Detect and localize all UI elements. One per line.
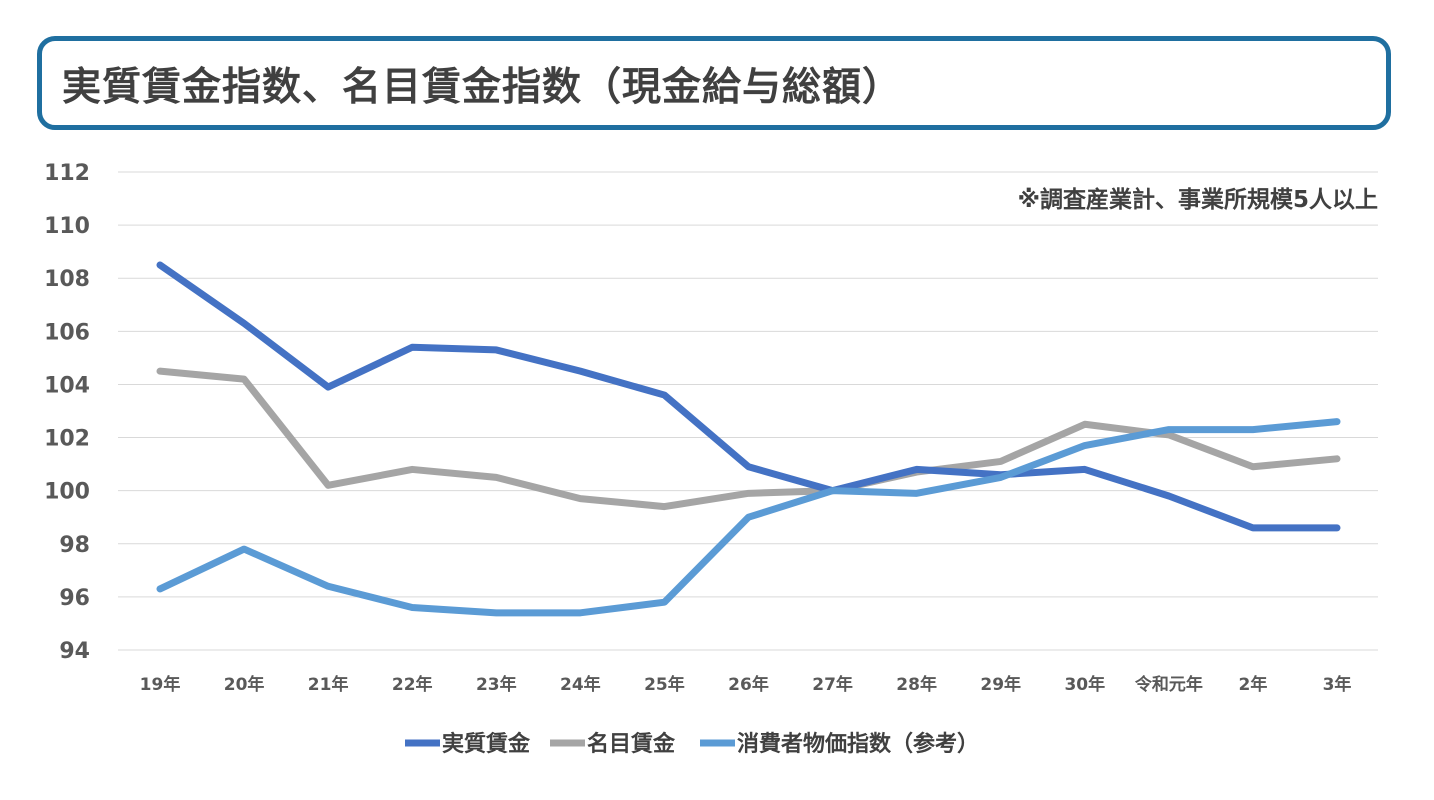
y-tick-label: 106 xyxy=(44,320,90,345)
chart-annotation: ※調査産業計、事業所規模5人以上 xyxy=(1017,187,1378,213)
x-tick-label: 27年 xyxy=(812,674,853,695)
legend-label: 実質賃金 xyxy=(442,731,531,757)
legend-label: 名目賃金 xyxy=(587,731,676,757)
series-line-0 xyxy=(156,261,1341,532)
x-tick-label: 28年 xyxy=(896,674,937,695)
y-tick-label: 112 xyxy=(44,161,90,186)
x-tick-label: 3年 xyxy=(1323,674,1352,695)
x-tick-label: 2年 xyxy=(1239,674,1268,695)
x-tick-label: 令和元年 xyxy=(1135,674,1203,695)
x-tick-label: 20年 xyxy=(224,674,265,695)
x-tick-label: 21年 xyxy=(308,674,349,695)
y-tick-label: 94 xyxy=(59,639,90,664)
y-tick-label: 104 xyxy=(44,373,90,398)
chart-title: 実質賃金指数、名目賃金指数（現金給与総額） xyxy=(62,65,903,110)
x-tick-label: 22年 xyxy=(392,674,433,695)
x-tick-label: 26年 xyxy=(728,674,769,695)
x-tick-label: 25年 xyxy=(644,674,685,695)
y-tick-label: 96 xyxy=(59,586,90,611)
legend-label: 消費者物価指数（参考） xyxy=(737,731,979,757)
y-tick-label: 100 xyxy=(44,480,90,505)
series-line-2 xyxy=(156,418,1341,617)
y-tick-label: 102 xyxy=(44,427,90,452)
x-tick-label: 19年 xyxy=(140,674,181,695)
x-tick-label: 30年 xyxy=(1064,674,1105,695)
y-tick-label: 98 xyxy=(59,533,90,558)
x-tick-label: 29年 xyxy=(980,674,1021,695)
series-line-1 xyxy=(156,367,1341,511)
x-tick-label: 23年 xyxy=(476,674,517,695)
y-tick-label: 108 xyxy=(44,267,90,292)
title-frame xyxy=(37,36,1391,130)
x-tick-label: 24年 xyxy=(560,674,601,695)
y-tick-label: 110 xyxy=(44,214,90,239)
